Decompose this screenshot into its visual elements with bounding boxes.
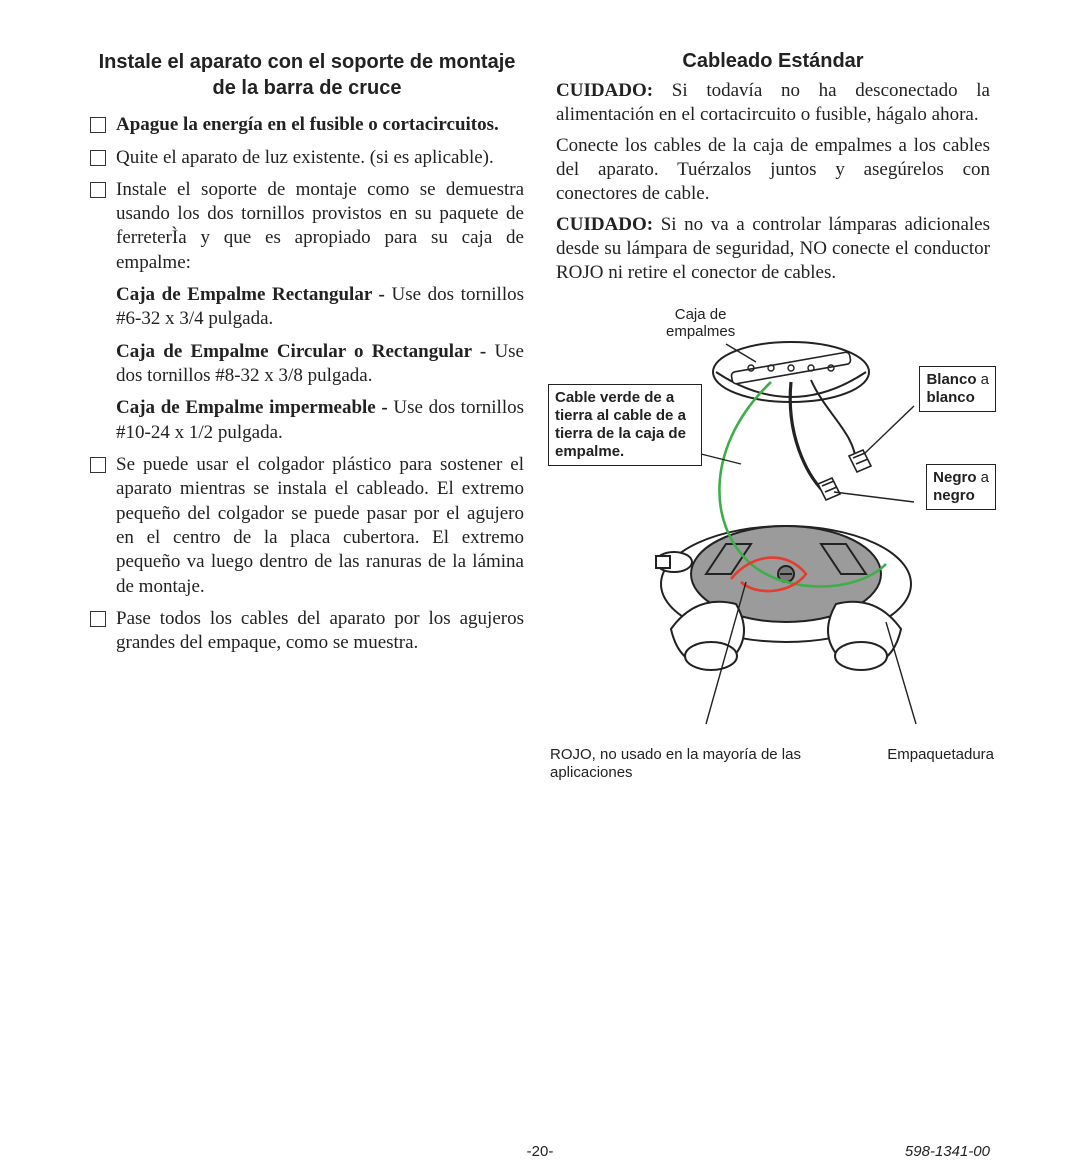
left-heading: Instale el aparato con el soporte de mon…: [90, 50, 524, 101]
junction-waterproof: Caja de Empalme impermeable - Use dos to…: [116, 396, 524, 445]
connect-paragraph: Conecte los cables de la caja de empalme…: [556, 134, 990, 207]
step-5: Pase todos los cables del aparato por lo…: [90, 607, 524, 656]
diagram-svg: [556, 324, 996, 784]
checkbox-icon: [90, 117, 106, 133]
step-1-text: Apague la energía en el fusible o cortac…: [116, 113, 499, 137]
checkbox-icon: [90, 457, 106, 473]
right-heading: Cableado Estándar: [556, 50, 990, 73]
step-4-text: Se puede usar el colgador plástico para …: [116, 453, 524, 599]
wiring-diagram: Caja deempalmes Cable verde de a tierra …: [556, 306, 990, 826]
caution-2: CUIDADO: Si no va a controlar lámparas a…: [556, 213, 990, 286]
step-5-text: Pase todos los cables del aparato por lo…: [116, 607, 524, 656]
label-gasket: Empaquetadura: [887, 746, 994, 764]
step-3: Instale el soporte de montaje como se de…: [90, 178, 524, 275]
step-3-text: Instale el soporte de montaje como se de…: [116, 178, 524, 275]
checkbox-icon: [90, 150, 106, 166]
caution-1: CUIDADO: Si todavía no ha desconectado l…: [556, 79, 990, 128]
step-1: Apague la energía en el fusible o cortac…: [90, 113, 524, 137]
right-column: Cableado Estándar CUIDADO: Si todavía no…: [556, 50, 990, 826]
step-2-text: Quite el aparato de luz existente. (si e…: [116, 146, 494, 170]
doc-id: 598-1341-00: [905, 1143, 990, 1160]
junction-circ: Caja de Empalme Circular o Rectangular -…: [116, 340, 524, 389]
checkbox-icon: [90, 182, 106, 198]
checkbox-icon: [90, 611, 106, 627]
junction-rect: Caja de Empalme Rectangular - Use dos to…: [116, 283, 524, 332]
page-number: -20-: [527, 1143, 554, 1160]
step-4: Se puede usar el colgador plástico para …: [90, 453, 524, 599]
label-red-unused: ROJO, no usado en la mayoría de las apli…: [550, 746, 810, 782]
step-2: Quite el aparato de luz existente. (si e…: [90, 146, 524, 170]
left-column: Instale el aparato con el soporte de mon…: [90, 50, 524, 826]
